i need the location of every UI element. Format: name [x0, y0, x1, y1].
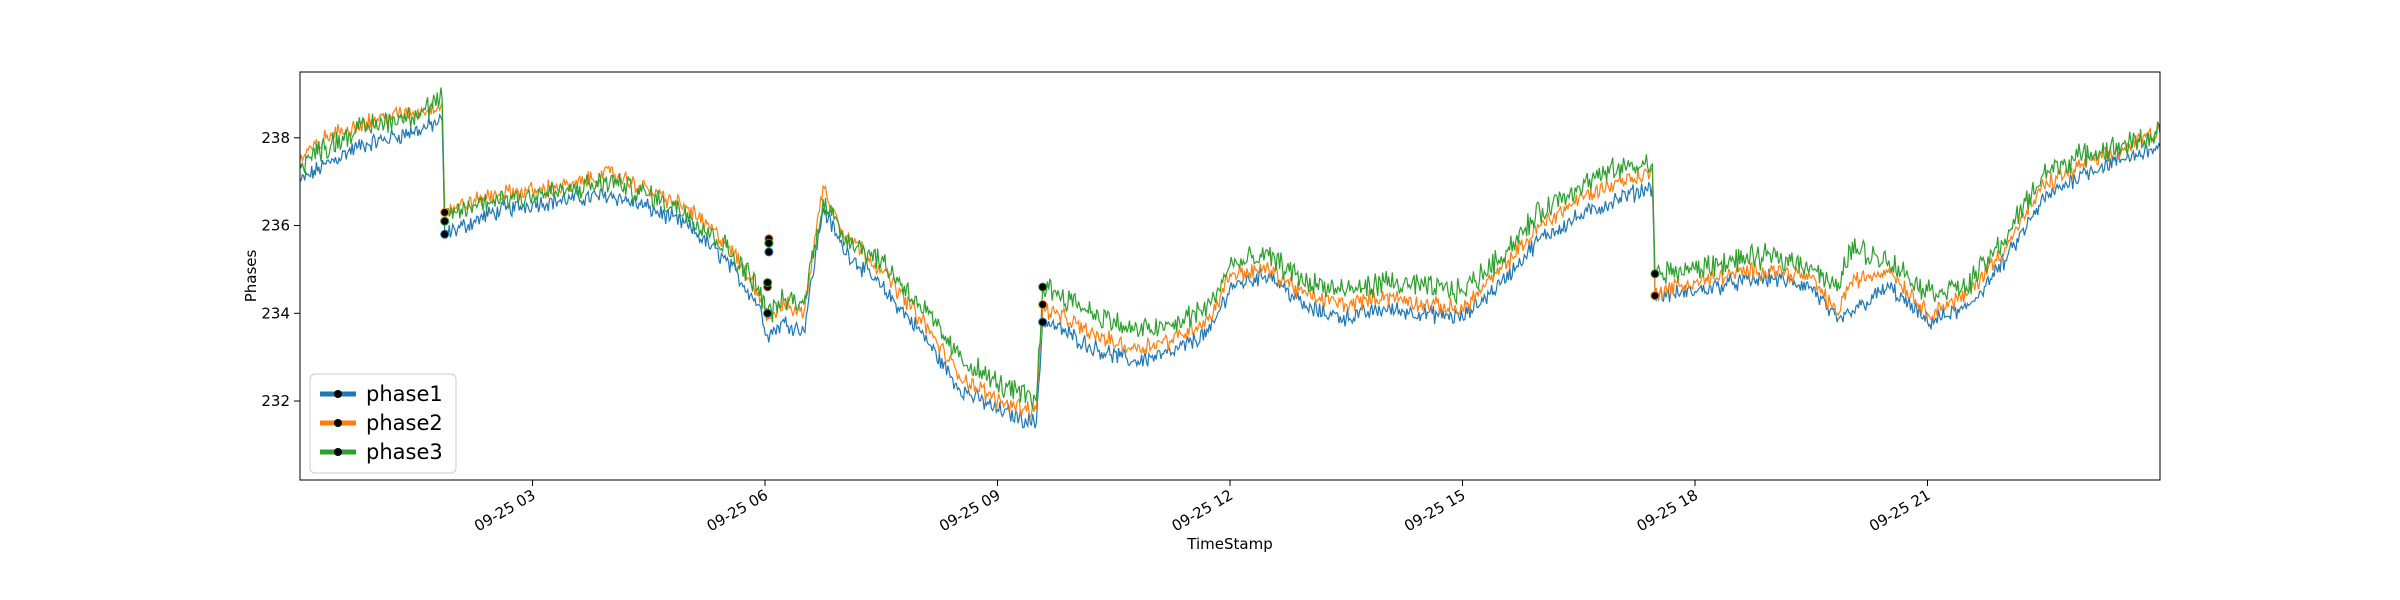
x-axis-label: TimeStamp — [1186, 535, 1272, 553]
series-layer — [300, 87, 2160, 429]
legend: phase1 phase2 phase3 — [309, 373, 457, 474]
series-line-phase1 — [300, 113, 2160, 429]
y-tick-label: 232 — [261, 392, 290, 410]
marker-phase3-11 — [1038, 282, 1048, 292]
marker-phase1-3 — [763, 308, 773, 318]
legend-label-phase3: phase3 — [366, 440, 443, 464]
y-tick-label: 238 — [261, 129, 290, 147]
marker-phase2-13 — [1650, 291, 1660, 301]
legend-marker-phase1 — [334, 390, 342, 398]
marker-phase3-2 — [440, 216, 450, 226]
y-axis: 232 234 236 238 — [261, 129, 300, 410]
marker-phase1-6 — [764, 247, 774, 257]
legend-label-phase2: phase2 — [366, 411, 443, 435]
legend-marker-phase3 — [334, 448, 342, 456]
marker-phase3-8 — [764, 238, 774, 248]
marker-phase3-5 — [763, 278, 773, 288]
marker-phase2-10 — [1038, 300, 1048, 309]
y-tick-label: 234 — [261, 304, 290, 322]
series-line-phase3 — [300, 87, 2160, 409]
marker-phase1-0 — [440, 229, 450, 239]
y-axis-label: Phases — [242, 250, 260, 303]
marker-phase1-9 — [1038, 317, 1048, 327]
legend-box — [309, 373, 457, 474]
legend-marker-phase2 — [334, 419, 342, 427]
series-line-phase2 — [300, 100, 2160, 419]
y-tick-label: 236 — [261, 217, 290, 235]
legend-label-phase1: phase1 — [366, 382, 443, 406]
marker-phase3-14 — [1650, 269, 1660, 279]
marker-phase2-1 — [440, 207, 450, 217]
marker-layer — [440, 207, 1660, 327]
